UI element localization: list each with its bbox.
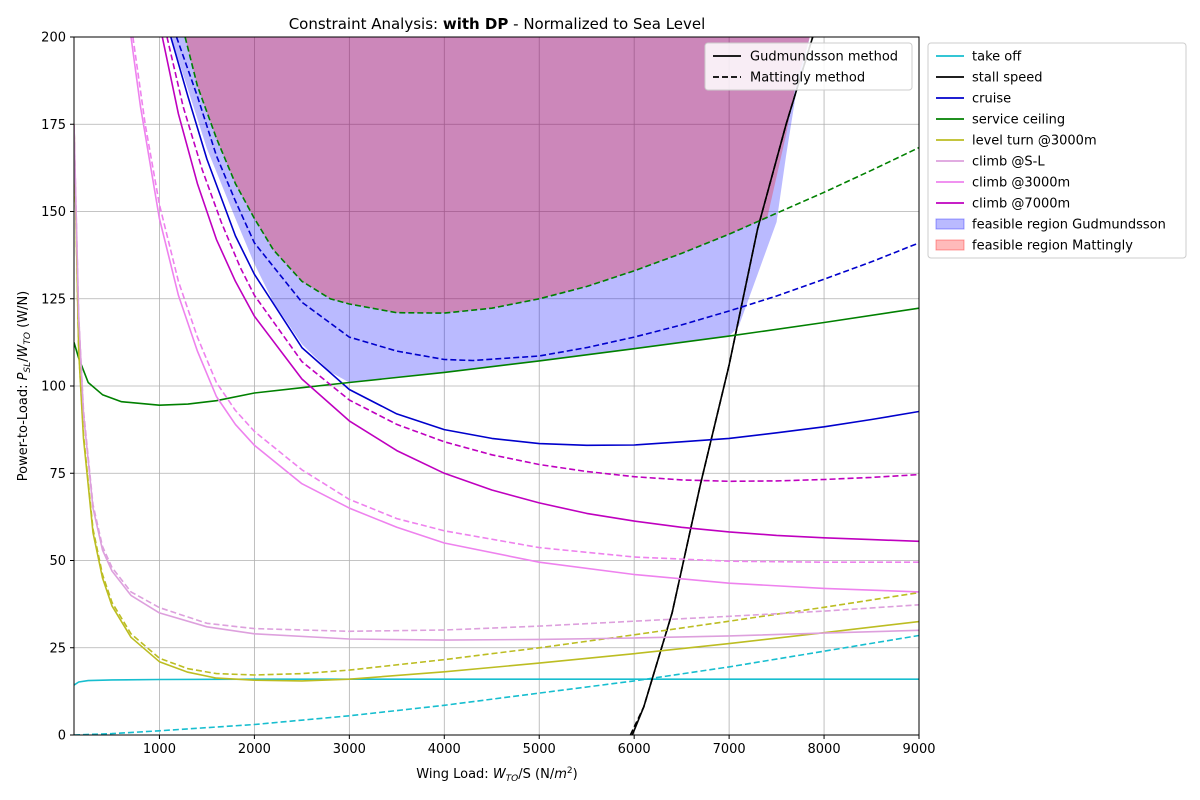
series-line-take-off-mattingly: [74, 634, 919, 735]
x-tick-label: 7000: [713, 742, 746, 757]
series-line-service-ceiling-gudmundsson: [74, 307, 919, 406]
legend-label: feasible region Gudmundsson: [972, 218, 1166, 233]
x-tick-label: 5000: [523, 742, 556, 757]
series-line-cruise-gudmundsson: [170, 37, 919, 447]
y-axis-label-pre: Power-to-Load:: [16, 380, 31, 481]
legend-label: level turn @3000m: [972, 134, 1097, 149]
x-axis-ticks: 1000 2000 3000 4000 5000 6000 7000 8000 9000: [143, 735, 936, 757]
method-legend-box: [704, 42, 913, 91]
x-tick-label: 8000: [808, 742, 841, 757]
series-legend-box: [927, 42, 1187, 259]
x-tick-label: 3000: [333, 742, 366, 757]
legend-patch-swatch: [935, 218, 965, 230]
y-axis-label-psub: SL: [23, 362, 33, 373]
y-axis-ticks: 0 25 50 75 100 125 150 175 200: [41, 31, 74, 744]
y-axis-label: Power-to-Load: PSL/WTO (W/N): [16, 291, 33, 482]
legend-label: cruise: [972, 92, 1011, 107]
x-tick-label: 1000: [143, 742, 176, 757]
series-line-climb-3000m-gudmundsson: [130, 37, 919, 593]
x-axis-label-unit: m: [554, 767, 567, 782]
feasible-region-mattingly: [185, 37, 810, 314]
y-tick-label: 100: [41, 380, 66, 395]
chart-title-bold: with DP: [443, 15, 509, 33]
x-axis-label-sub: TO: [506, 774, 519, 784]
method-legend-label: Gudmundsson method: [750, 50, 898, 65]
y-axis-label-w: W: [16, 343, 31, 357]
y-axis-label-post: (W/N): [16, 291, 31, 332]
x-axis-label-sup: 2: [567, 766, 573, 776]
series-legend: take off stall speed cruise service ceiling…: [927, 42, 1187, 259]
x-axis-label: Wing Load: WTO/S (N/m2): [416, 766, 577, 784]
series-line-climb-7000m-gudmundsson: [161, 37, 919, 543]
legend-label: service ceiling: [972, 113, 1065, 128]
y-axis-label-slash: /: [16, 357, 31, 362]
x-tick-label: 2000: [238, 742, 271, 757]
legend-label: climb @7000m: [972, 197, 1070, 212]
x-axis-label-end: ): [573, 767, 578, 782]
x-axis-label-var: W: [493, 767, 507, 782]
series-line-cruise-mattingly: [175, 37, 919, 362]
legend-label: climb @3000m: [972, 176, 1070, 191]
x-axis-label-pre: Wing Load:: [416, 767, 493, 782]
legend-label: climb @S-L: [972, 155, 1045, 170]
chart-title-suffix: - Normalized to Sea Level: [508, 15, 705, 33]
series-line-stall-speed-mattingly: [629, 37, 814, 735]
x-tick-label: 6000: [618, 742, 651, 757]
y-tick-label: 175: [41, 118, 66, 133]
x-tick-label: 9000: [902, 742, 935, 757]
method-legend: Gudmundsson method Mattingly method: [704, 42, 913, 91]
series-line-climb-7000m-mattingly: [166, 37, 919, 483]
series-line-level-turn-3000m-mattingly: [74, 124, 919, 676]
y-axis-label-p: P: [16, 372, 31, 380]
method-legend-label: Mattingly method: [750, 71, 865, 86]
y-tick-label: 25: [49, 641, 66, 656]
y-tick-label: 150: [41, 205, 66, 220]
series-line-climb-s-l-mattingly: [74, 124, 919, 633]
y-tick-label: 0: [58, 729, 66, 744]
series-lines: [74, 37, 919, 735]
y-tick-label: 125: [41, 292, 66, 307]
feasible-region-gudmundsson: [170, 37, 810, 383]
x-axis-label-post: /S (N/: [518, 767, 555, 782]
legend-label: feasible region Mattingly: [972, 239, 1133, 254]
chart-title: Constraint Analysis: with DP - Normalize…: [289, 15, 706, 33]
legend-patch-swatch: [935, 239, 965, 251]
chart-title-prefix: Constraint Analysis:: [289, 15, 443, 33]
legend-label: take off: [972, 50, 1022, 65]
y-tick-label: 200: [41, 31, 66, 46]
y-tick-label: 75: [49, 467, 66, 482]
y-tick-label: 50: [49, 554, 66, 569]
feasible-regions: [170, 37, 810, 383]
legend-label: stall speed: [972, 71, 1042, 86]
x-tick-label: 4000: [428, 742, 461, 757]
y-axis-label-wsub: TO: [23, 332, 33, 345]
series-line-climb-3000m-mattingly: [132, 37, 919, 563]
